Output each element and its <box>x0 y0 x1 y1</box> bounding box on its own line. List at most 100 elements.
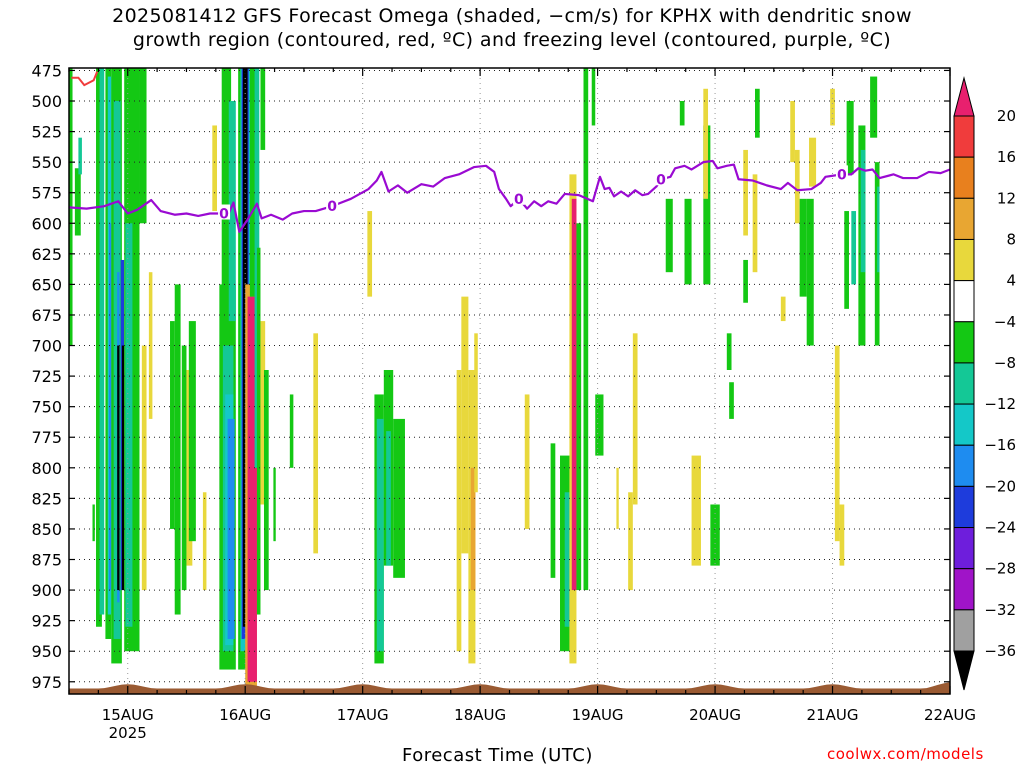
colorbar: 20 16 12 8 4 −4 −8 −12 −16 −20 −24 −28 −32 −36 <box>953 76 1016 691</box>
omega-region <box>834 345 840 542</box>
colorbar-label: −32 <box>984 601 1016 619</box>
omega-region <box>755 88 760 138</box>
colorbar-bin <box>953 527 975 570</box>
colorbar-label: 20 <box>997 107 1016 125</box>
y-tick-label: 625 <box>31 245 62 264</box>
contour-label-bg <box>835 165 848 181</box>
omega-region <box>273 467 276 542</box>
colorbar-bin <box>953 238 975 282</box>
omega-region <box>860 149 866 273</box>
omega-region <box>616 467 619 529</box>
colorbar-bin <box>953 280 975 323</box>
omega-region <box>703 125 711 285</box>
omega-region <box>799 198 807 297</box>
dendritic-zone-contour <box>71 71 99 87</box>
colorbar-bin <box>953 568 975 611</box>
omega-region <box>524 394 530 529</box>
colorbar-label: −20 <box>984 477 1016 495</box>
omega-region <box>461 296 469 554</box>
omega-region <box>108 223 112 591</box>
omega-region <box>851 211 857 285</box>
colorbar-label: 12 <box>997 189 1016 207</box>
y-tick-label: 875 <box>31 551 62 570</box>
x-tick-label: 15AUG <box>102 706 154 724</box>
omega-region <box>794 149 800 224</box>
axes: 475 500 525 550 575 600 625 650 675 700 725 750 775 8… <box>31 61 976 742</box>
x-year-label: 2025 <box>109 724 147 742</box>
x-tick-label: 18AUG <box>454 706 506 724</box>
y-tick-label: 575 <box>31 184 62 203</box>
freezing-level-label: 0 <box>837 167 847 183</box>
omega-region <box>174 284 181 615</box>
omega-region <box>576 223 582 591</box>
chart-title-line-1: 2025081412 GFS Forecast Omega (shaded, −… <box>112 5 912 27</box>
omega-region <box>684 198 692 285</box>
y-tick-label: 825 <box>31 489 62 508</box>
omega-region <box>99 68 105 615</box>
colorbar-bin <box>953 444 975 487</box>
omega-region <box>92 504 95 542</box>
x-tick-label: 16AUG <box>219 706 271 724</box>
omega-region <box>212 125 218 212</box>
omega-region <box>227 418 235 639</box>
omega-region <box>289 394 294 468</box>
omega-region <box>456 369 462 652</box>
y-tick-label: 800 <box>31 459 62 478</box>
omega-region <box>96 68 102 627</box>
y-tick-label: 950 <box>31 642 62 661</box>
omega-region <box>376 418 384 652</box>
omega-region <box>386 431 391 566</box>
y-tick-label: 725 <box>31 367 62 386</box>
chart-title-line-2: growth region (contoured, red, ºC) and f… <box>132 29 892 51</box>
omega-region <box>743 149 748 236</box>
y-tick-label: 525 <box>31 123 62 142</box>
colorbar-bin <box>953 156 975 199</box>
x-axis-label: Forecast Time (UTC) <box>402 745 593 766</box>
colorbar-bin <box>953 609 975 652</box>
colorbar-label: −28 <box>984 560 1016 578</box>
omega-region <box>221 68 232 334</box>
omega-region <box>249 68 257 297</box>
colorbar-bin <box>953 197 975 240</box>
omega-region <box>202 492 207 591</box>
colorbar-bin <box>953 485 975 529</box>
y-tick-label: 550 <box>31 153 62 172</box>
omega-region <box>665 198 673 273</box>
colorbar-label: 4 <box>1006 272 1016 290</box>
colorbar-label: −36 <box>984 642 1016 660</box>
omega-region <box>595 394 604 456</box>
omega-region <box>139 68 147 224</box>
y-tick-label: 500 <box>31 92 62 111</box>
omega-region <box>743 259 748 303</box>
omega-region <box>790 101 795 163</box>
omega-region <box>632 333 638 505</box>
omega-region <box>846 101 854 175</box>
omega-region <box>470 467 476 591</box>
terrain-fill <box>69 682 950 694</box>
x-tick-label: 22AUG <box>924 706 976 724</box>
freezing-level-label: 0 <box>219 206 229 222</box>
omega-region <box>117 345 120 591</box>
y-tick-label: 750 <box>31 398 62 417</box>
freezing-level-label: 0 <box>656 172 666 188</box>
omega-region <box>313 333 319 554</box>
omega-region <box>188 321 196 542</box>
omega-region <box>228 101 236 322</box>
y-tick-label: 600 <box>31 214 62 233</box>
colorbar-label: −12 <box>984 395 1016 413</box>
y-tick-label: 850 <box>31 520 62 539</box>
source-credit: coolwx.com/models <box>827 745 984 763</box>
y-tick-label: 925 <box>31 612 62 631</box>
colorbar-bin <box>953 403 975 446</box>
x-tick-label: 21AUG <box>807 706 859 724</box>
omega-region <box>839 504 845 566</box>
omega-region <box>703 88 709 199</box>
omega-region <box>844 211 849 309</box>
freezing-level-line <box>69 159 950 233</box>
y-tick-label: 700 <box>31 337 62 356</box>
omega-region <box>830 88 835 126</box>
omega-region <box>591 68 596 126</box>
colorbar-bin <box>953 321 975 364</box>
x-tick-label: 17AUG <box>337 706 389 724</box>
